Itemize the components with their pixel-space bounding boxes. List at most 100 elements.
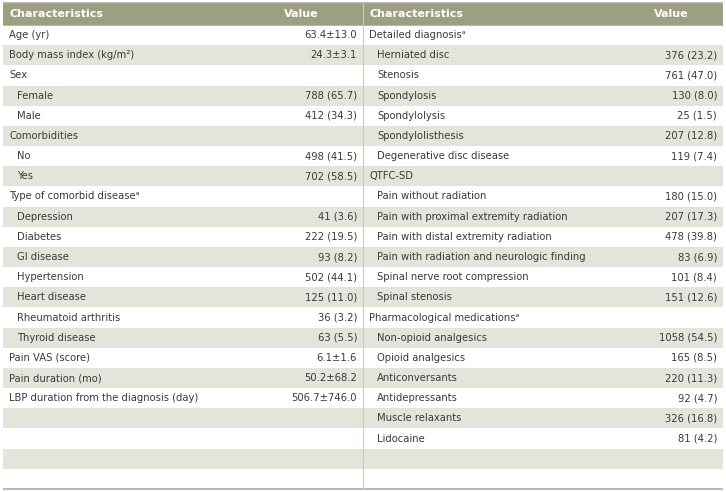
Bar	[3, 227, 363, 247]
Bar	[363, 146, 723, 166]
Text: Pain without radiation: Pain without radiation	[377, 191, 486, 202]
Text: Pain duration (mo): Pain duration (mo)	[9, 373, 102, 383]
Bar	[3, 308, 363, 328]
Bar	[363, 186, 723, 207]
Bar	[3, 65, 363, 86]
Text: 63 (5.5): 63 (5.5)	[317, 333, 357, 343]
Bar	[363, 348, 723, 368]
Text: Spondylolysis: Spondylolysis	[377, 111, 445, 121]
Text: 326 (16.8): 326 (16.8)	[665, 413, 717, 424]
Text: 478 (39.8): 478 (39.8)	[665, 232, 717, 242]
Text: 81 (4.2): 81 (4.2)	[677, 433, 717, 444]
Text: Herniated disc: Herniated disc	[377, 50, 449, 60]
Text: 41 (3.6): 41 (3.6)	[318, 212, 357, 222]
Bar	[363, 368, 723, 388]
Bar	[3, 106, 363, 126]
Text: 376 (23.2): 376 (23.2)	[665, 50, 717, 60]
Text: 222 (19.5): 222 (19.5)	[305, 232, 357, 242]
Bar	[3, 388, 363, 408]
Bar	[363, 65, 723, 86]
Text: Detailed diagnosisᵃ: Detailed diagnosisᵃ	[369, 30, 466, 40]
Bar	[3, 146, 363, 166]
Text: Thyroid disease: Thyroid disease	[17, 333, 96, 343]
Text: Lidocaine: Lidocaine	[377, 433, 425, 444]
Text: Value: Value	[284, 9, 319, 19]
Text: 25 (1.5): 25 (1.5)	[677, 111, 717, 121]
Bar	[3, 247, 363, 267]
Text: Muscle relaxants: Muscle relaxants	[377, 413, 462, 424]
Text: Pain with radiation and neurologic finding: Pain with radiation and neurologic findi…	[377, 252, 586, 262]
Text: LBP duration from the diagnosis (day): LBP duration from the diagnosis (day)	[9, 393, 198, 403]
Bar	[3, 328, 363, 348]
Text: Sex: Sex	[9, 70, 27, 80]
Text: Pain with proximal extremity radiation: Pain with proximal extremity radiation	[377, 212, 568, 222]
Bar	[3, 186, 363, 207]
Text: Comorbidities: Comorbidities	[9, 131, 78, 141]
Text: Age (yr): Age (yr)	[9, 30, 49, 40]
Text: 502 (44.1): 502 (44.1)	[305, 272, 357, 282]
Text: Stenosis: Stenosis	[377, 70, 419, 80]
Text: 165 (8.5): 165 (8.5)	[671, 353, 717, 363]
Bar	[363, 267, 723, 287]
Text: Depression: Depression	[17, 212, 73, 222]
Text: 180 (15.0): 180 (15.0)	[665, 191, 717, 202]
Bar	[363, 3, 723, 25]
Bar	[3, 368, 363, 388]
Bar	[363, 308, 723, 328]
Text: Hypertension: Hypertension	[17, 272, 83, 282]
Bar	[3, 469, 363, 489]
Text: Pain with distal extremity radiation: Pain with distal extremity radiation	[377, 232, 552, 242]
Bar	[363, 227, 723, 247]
Bar	[363, 247, 723, 267]
Bar	[3, 449, 363, 469]
Bar	[3, 3, 363, 25]
Text: Spondylolisthesis: Spondylolisthesis	[377, 131, 464, 141]
Text: 1058 (54.5): 1058 (54.5)	[658, 333, 717, 343]
Bar	[363, 126, 723, 146]
Bar	[3, 429, 363, 449]
Text: Pharmacological medicationsᵃ: Pharmacological medicationsᵃ	[369, 312, 520, 323]
Text: 36 (3.2): 36 (3.2)	[318, 312, 357, 323]
Text: Anticonversants: Anticonversants	[377, 373, 458, 383]
Bar	[3, 348, 363, 368]
Text: Spinal nerve root compression: Spinal nerve root compression	[377, 272, 529, 282]
Bar	[3, 25, 363, 45]
Bar	[3, 287, 363, 308]
Text: 412 (34.3): 412 (34.3)	[305, 111, 357, 121]
Bar	[3, 408, 363, 429]
Bar	[3, 207, 363, 227]
Text: 93 (8.2): 93 (8.2)	[318, 252, 357, 262]
Text: Characteristics: Characteristics	[370, 9, 464, 19]
Text: Value: Value	[654, 9, 689, 19]
Text: Spinal stenosis: Spinal stenosis	[377, 292, 452, 303]
Text: Type of comorbid diseaseᵃ: Type of comorbid diseaseᵃ	[9, 191, 139, 202]
Text: Non-opioid analgesics: Non-opioid analgesics	[377, 333, 487, 343]
Bar	[363, 328, 723, 348]
Text: 50.2±68.2: 50.2±68.2	[304, 373, 357, 383]
Bar	[363, 429, 723, 449]
Text: 24.3±3.1: 24.3±3.1	[311, 50, 357, 60]
Text: 125 (11.0): 125 (11.0)	[305, 292, 357, 303]
Text: 498 (41.5): 498 (41.5)	[305, 151, 357, 161]
Text: 151 (12.6): 151 (12.6)	[664, 292, 717, 303]
Text: Characteristics: Characteristics	[10, 9, 104, 19]
Bar	[363, 408, 723, 429]
Bar	[363, 106, 723, 126]
Text: Rheumatoid arthritis: Rheumatoid arthritis	[17, 312, 121, 323]
Text: 83 (6.9): 83 (6.9)	[677, 252, 717, 262]
Text: Pain VAS (score): Pain VAS (score)	[9, 353, 90, 363]
Bar	[363, 469, 723, 489]
Bar	[363, 86, 723, 106]
Text: No: No	[17, 151, 30, 161]
Bar	[363, 166, 723, 186]
Text: 130 (8.0): 130 (8.0)	[672, 91, 717, 100]
Text: Diabetes: Diabetes	[17, 232, 62, 242]
Text: 506.7±746.0: 506.7±746.0	[292, 393, 357, 403]
Text: Female: Female	[17, 91, 53, 100]
Bar	[3, 166, 363, 186]
Bar	[363, 449, 723, 469]
Text: 6.1±1.6: 6.1±1.6	[317, 353, 357, 363]
Bar	[363, 287, 723, 308]
Bar	[3, 86, 363, 106]
Text: QTFC-SD: QTFC-SD	[369, 171, 413, 182]
